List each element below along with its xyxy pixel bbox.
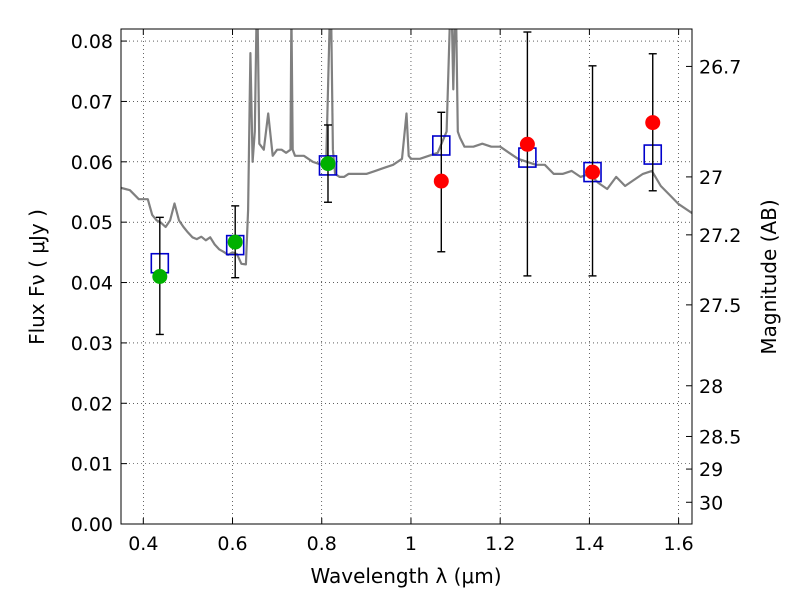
y-tick-label: 0.00	[71, 514, 113, 536]
grid	[121, 29, 692, 525]
data-point-marker	[227, 234, 243, 250]
ticks: 0.4 0.6 0.8 1 1.2 1.4 1.6 0.00 0.01 0.02 0.03 0.04 0…	[71, 29, 741, 555]
right-axis-label: Magnitude (AB)	[757, 199, 781, 354]
y-tick-label: 0.04	[71, 273, 113, 295]
y-tick-label: 0.01	[71, 454, 113, 476]
right-tick-label: 30	[699, 492, 723, 514]
y-tick-label: 0.06	[71, 152, 113, 174]
plot-frame	[120, 28, 693, 525]
right-tick-label: 27.5	[699, 295, 741, 317]
data-point-marker	[320, 156, 336, 172]
spectrum-line	[121, 29, 692, 266]
x-tick-label: 1.6	[664, 533, 694, 555]
x-tick-label: 1.2	[485, 533, 515, 555]
x-tick-label: 1	[405, 533, 417, 555]
x-tick-label: 1.4	[574, 533, 604, 555]
y-axis-label: Flux Fν ( μJy )	[25, 209, 49, 345]
right-tick-label: 27.2	[699, 225, 741, 247]
y-tick-label: 0.03	[71, 333, 113, 355]
data-point-marker	[645, 115, 661, 131]
right-tick-label: 27	[699, 167, 723, 189]
right-tick-label: 26.7	[699, 56, 741, 78]
data-point-marker	[519, 136, 535, 152]
right-tick-label: 28.5	[699, 426, 741, 448]
data-point-marker	[433, 173, 449, 189]
y-tick-label: 0.02	[71, 393, 113, 415]
x-axis-label: Wavelength λ (μm)	[310, 564, 501, 588]
right-tick-label: 28	[699, 376, 723, 398]
y-tick-label: 0.05	[71, 212, 113, 234]
data-point-marker	[585, 164, 601, 180]
x-tick-label: 0.4	[128, 533, 158, 555]
x-tick-label: 0.6	[217, 533, 247, 555]
x-tick-label: 0.8	[307, 533, 337, 555]
y-tick-label: 0.08	[71, 31, 113, 53]
data-point-marker	[152, 269, 168, 284]
data-area	[121, 29, 692, 336]
y-tick-label: 0.07	[71, 91, 113, 113]
right-tick-label: 29	[699, 459, 723, 481]
